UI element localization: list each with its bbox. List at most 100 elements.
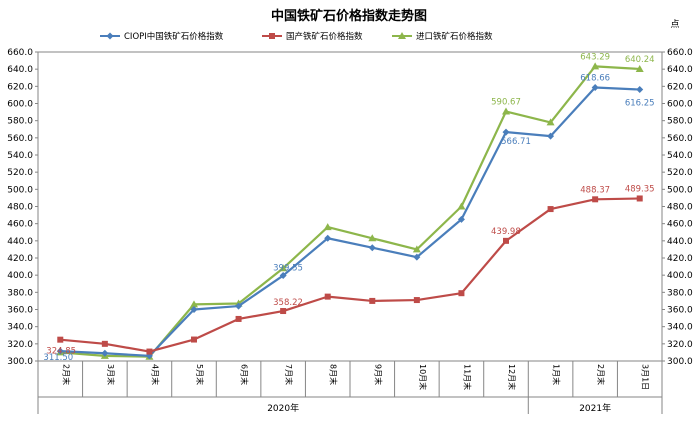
y-tick-label-right: 520.0 xyxy=(667,168,693,178)
x-tick-label: 2月末 xyxy=(596,364,606,385)
data-point xyxy=(502,128,510,136)
y-tick-label-left: 540.0 xyxy=(7,151,33,161)
data-point xyxy=(279,264,288,272)
y-tick-label-left: 460.0 xyxy=(7,220,33,230)
data-point xyxy=(457,215,465,223)
data-point xyxy=(279,272,287,280)
data-point xyxy=(190,300,198,308)
y-tick-label-left: 440.0 xyxy=(7,237,33,247)
y-tick-label-left: 480.0 xyxy=(7,203,33,213)
legend-item: 国产铁矿石价格指数 xyxy=(262,31,363,42)
y-tick-label-right: 500.0 xyxy=(667,185,693,195)
data-point xyxy=(636,195,643,202)
data-point xyxy=(323,223,332,231)
y-tick-label-left: 640.0 xyxy=(7,65,33,75)
y-tick-label-left: 520.0 xyxy=(7,168,33,178)
x-tick-label: 9月末 xyxy=(373,364,383,385)
y-tick-label-right: 640.0 xyxy=(667,65,693,75)
data-label: 324.85 xyxy=(46,347,76,357)
data-point xyxy=(413,297,420,304)
y-tick-label-left: 580.0 xyxy=(7,117,33,127)
data-point xyxy=(235,315,242,322)
data-labels: 311.50 399.55 566.71 618.66 616.25 324.85 358.… xyxy=(43,52,654,363)
data-label: 590.67 xyxy=(491,98,521,108)
data-point xyxy=(269,33,275,39)
data-point xyxy=(368,234,377,242)
data-point xyxy=(56,347,64,355)
y-tick-label-left: 500.0 xyxy=(7,185,33,195)
y-tick-label-right: 580.0 xyxy=(667,117,693,127)
data-point xyxy=(369,297,376,304)
year-label: 2020年 xyxy=(267,402,299,414)
data-label: 311.50 xyxy=(43,353,73,363)
data-point xyxy=(324,293,331,300)
data-point xyxy=(146,348,153,355)
y-tick-label-left: 560.0 xyxy=(7,134,33,144)
legend-item: CIOPI中国铁矿石价格指数 xyxy=(100,31,224,42)
y-tick-label-left: 660.0 xyxy=(7,48,33,58)
series-layer xyxy=(56,62,644,360)
data-point xyxy=(398,32,406,39)
series-2 xyxy=(56,62,644,360)
legend-label: 国产铁矿石价格指数 xyxy=(286,31,363,42)
data-point xyxy=(280,308,287,315)
data-point xyxy=(101,340,108,347)
x-tick-label: 5月末 xyxy=(195,364,205,385)
y-tick-label-right: 380.0 xyxy=(667,288,693,298)
y-tick-label-left: 300.0 xyxy=(7,357,33,367)
x-tick-label: 1月末 xyxy=(552,364,562,385)
y-tick-label-right: 560.0 xyxy=(667,134,693,144)
data-point xyxy=(413,253,421,261)
y-tick-label-left: 340.0 xyxy=(7,323,33,333)
x-tick-label: 2月末 xyxy=(61,364,71,385)
data-label: 616.25 xyxy=(625,99,655,109)
data-point xyxy=(502,107,510,115)
data-point xyxy=(191,336,197,343)
data-point xyxy=(546,118,555,126)
axes: 300.0 300.0 320.0 320.0 340.0 340.0 360.0 360.0… xyxy=(7,48,693,414)
y-tick-label-right: 440.0 xyxy=(667,237,693,247)
x-tick-label: 7月末 xyxy=(284,364,294,385)
data-point xyxy=(101,349,109,357)
data-label: 643.29 xyxy=(580,52,610,62)
x-tick-label: 12月末 xyxy=(507,364,517,390)
y-tick-label-right: 660.0 xyxy=(667,48,693,58)
y-tick-label-right: 480.0 xyxy=(667,203,693,213)
data-point xyxy=(635,64,644,72)
legend-label: 进口铁矿石价格指数 xyxy=(416,31,493,42)
y-tick-label-left: 380.0 xyxy=(7,288,33,298)
data-point xyxy=(190,306,198,313)
y-tick-label-left: 320.0 xyxy=(7,340,33,350)
chart-title: 中国铁矿石价格指数走势图 xyxy=(271,8,427,24)
series-line xyxy=(60,197,640,353)
series-line xyxy=(60,86,640,357)
data-point xyxy=(458,290,465,297)
y-tick-label-right: 620.0 xyxy=(667,82,693,92)
y-unit-label: 点 xyxy=(670,19,679,30)
data-point xyxy=(591,83,599,91)
data-point xyxy=(106,32,114,40)
legend-item: 进口铁矿石价格指数 xyxy=(392,31,493,42)
data-point xyxy=(636,86,644,94)
x-tick-label: 8月末 xyxy=(329,364,339,385)
data-point xyxy=(235,302,243,310)
data-label: 489.35 xyxy=(625,184,655,194)
data-point xyxy=(57,336,64,343)
legend-label: CIOPI中国铁矿石价格指数 xyxy=(124,31,224,42)
data-label: 488.37 xyxy=(580,185,610,195)
data-label: 358.22 xyxy=(273,298,303,308)
y-tick-label-right: 420.0 xyxy=(667,254,693,264)
x-tick-label: 6月末 xyxy=(240,364,250,385)
series-0 xyxy=(56,83,644,360)
y-tick-label-right: 300.0 xyxy=(667,357,693,367)
y-tick-label-right: 460.0 xyxy=(667,220,693,230)
x-tick-label: 3月末 xyxy=(106,364,116,385)
data-point xyxy=(324,234,332,242)
data-point xyxy=(503,237,509,244)
y-tick-label-right: 360.0 xyxy=(667,306,693,316)
y-tick-label-left: 620.0 xyxy=(7,82,33,92)
x-tick-label: 3月1日 xyxy=(641,364,650,390)
legend: CIOPI中国铁矿石价格指数 国产铁矿石价格指数 进口铁矿石价格指数 xyxy=(100,31,493,42)
data-point xyxy=(368,244,376,252)
data-label: 640.24 xyxy=(625,55,655,65)
